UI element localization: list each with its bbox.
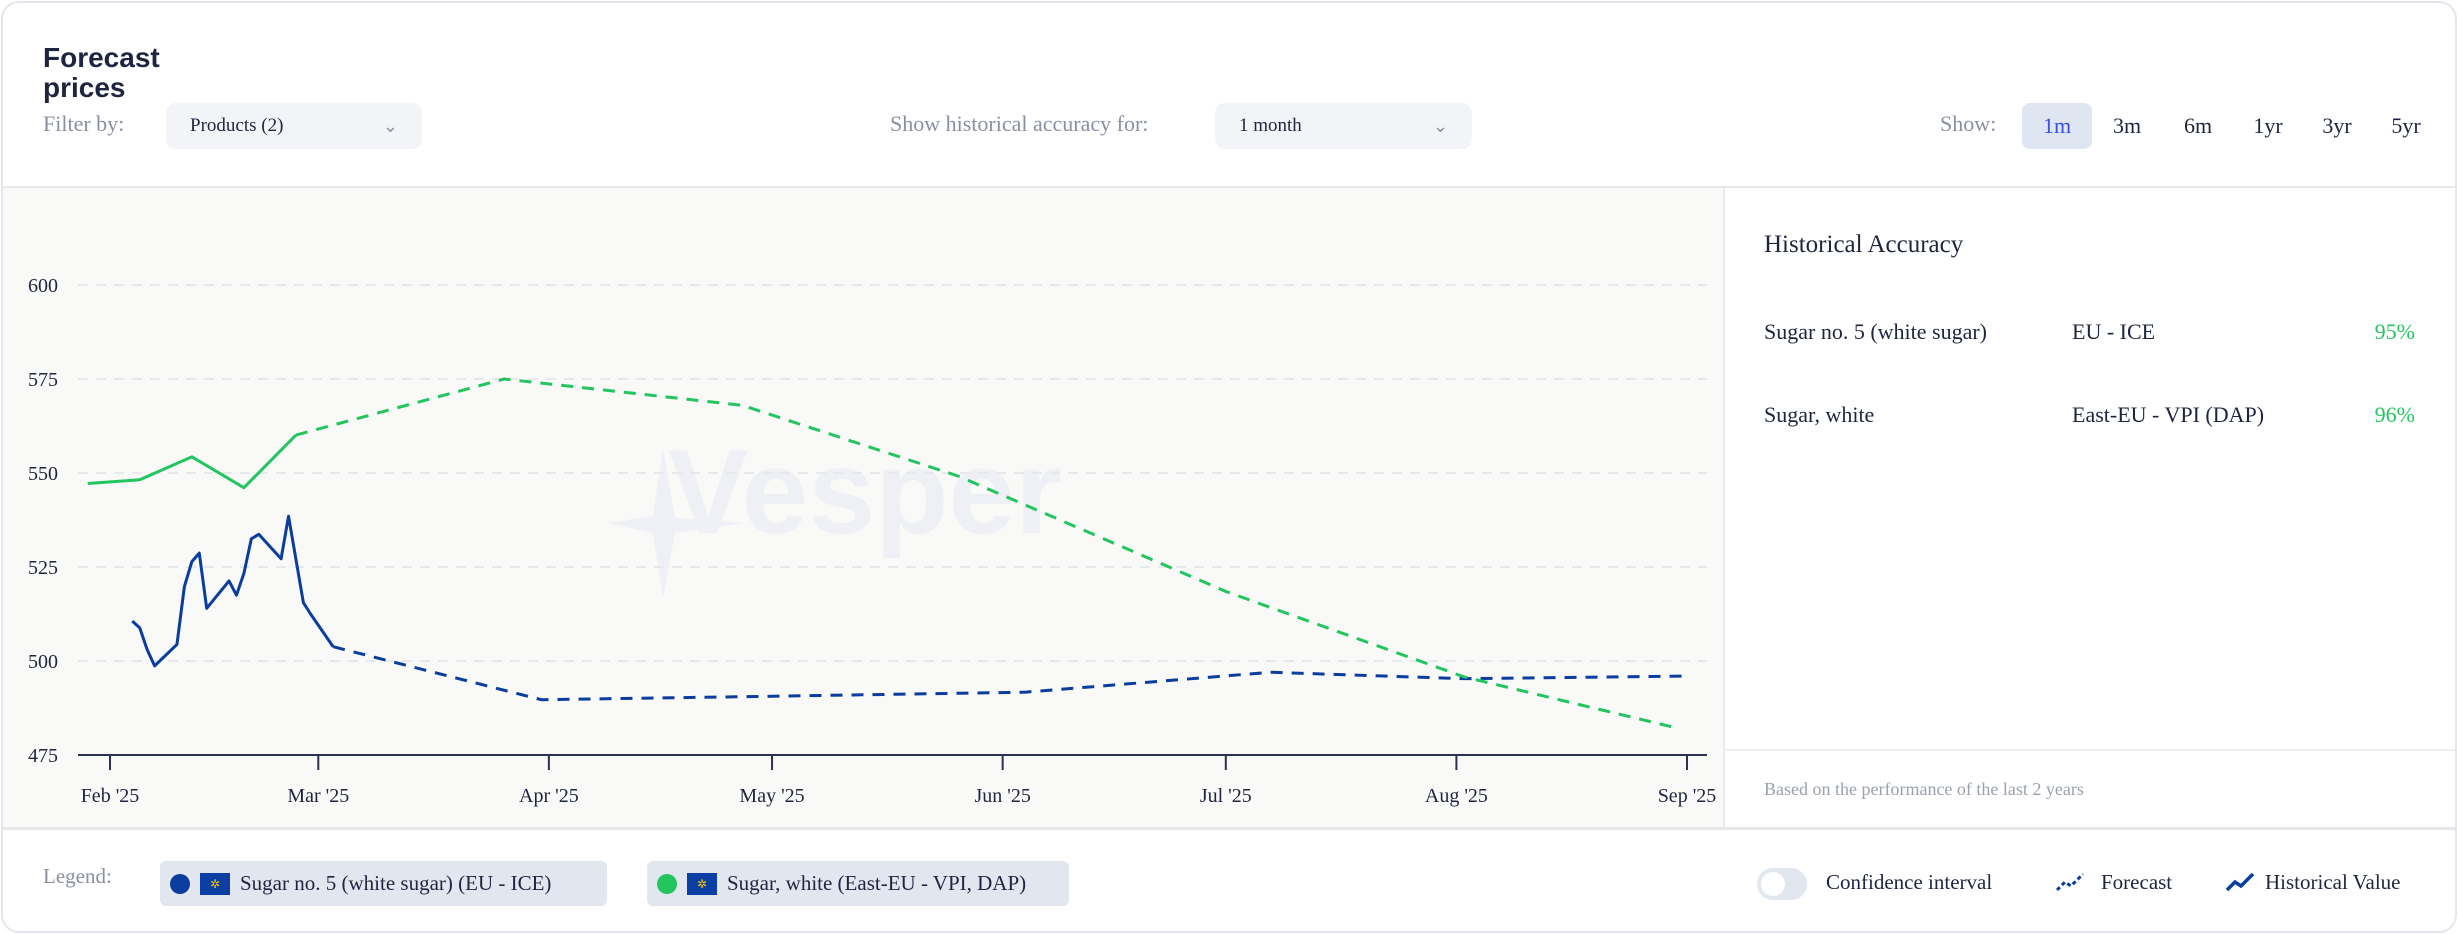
legend-label: Legend:: [43, 864, 112, 888]
chart-area: Vesper 600 575 550 525 500 475 Feb '25 Mar '25 A…: [3, 188, 1723, 829]
accuracy-product: Sugar no. 5 (white sugar): [1764, 319, 1988, 344]
products-dropdown-value: Products (2): [190, 115, 284, 136]
range-5yr[interactable]: 5yr: [2391, 113, 2421, 138]
eu-flag-icon: ✲: [687, 872, 717, 895]
range-3yr[interactable]: 3yr: [2322, 113, 2352, 138]
accuracy-footnote: Based on the performance of the last 2 y…: [1764, 779, 2084, 799]
range-6m[interactable]: 6m: [2183, 113, 2213, 138]
forecast-line: [295, 377, 1680, 731]
show-label: Show:: [1940, 111, 1997, 136]
historical-line: [87, 433, 298, 490]
confidence-interval-label: Confidence interval: [1826, 870, 1993, 894]
accuracy-label: Show historical accuracy for:: [890, 111, 1149, 136]
accuracy-period-value: 1 month: [1239, 115, 1302, 136]
x-tick-label: Apr '25: [519, 785, 579, 807]
y-tick-label: 525: [28, 557, 58, 579]
x-tick-label: May '25: [739, 785, 804, 807]
confidence-interval-toggle[interactable]: [1757, 868, 1807, 900]
x-tick-label: Mar '25: [287, 785, 349, 807]
filter-label: Filter by:: [43, 111, 125, 136]
legend-item-sugar-white[interactable]: ✲ Sugar, white (East-EU - VPI, DAP): [647, 861, 1069, 906]
forecast-line-icon: [2055, 872, 2085, 892]
y-tick-label: 550: [28, 463, 58, 485]
accuracy-value: 95%: [2374, 319, 2415, 344]
forecast-line: [332, 645, 1688, 702]
legend-item-sugar-no5[interactable]: ✲ Sugar no. 5 (white sugar) (EU - ICE): [160, 861, 607, 906]
products-dropdown[interactable]: Products (2) ⌄: [166, 103, 422, 149]
x-tick-label: Jul '25: [1200, 785, 1252, 807]
x-tick-label: Sep '25: [1658, 785, 1717, 807]
y-tick-label: 500: [28, 651, 58, 673]
chevron-down-icon: ⌄: [1432, 115, 1448, 137]
accuracy-market: East-EU - VPI (DAP): [2072, 402, 2265, 427]
historical-line-icon: [2225, 872, 2255, 892]
accuracy-market: EU - ICE: [2072, 319, 2156, 344]
accuracy-period-dropdown[interactable]: 1 month ⌄: [1215, 103, 1472, 149]
legend-item-label: Sugar no. 5 (white sugar) (EU - ICE): [240, 871, 552, 895]
forecast-legend-label: Forecast: [2101, 870, 2173, 894]
vesper-logo-icon: [608, 448, 743, 598]
range-1m[interactable]: 1m: [2022, 103, 2092, 149]
historical-legend-label: Historical Value: [2265, 870, 2401, 894]
chevron-down-icon: ⌄: [382, 115, 398, 137]
accuracy-title: Historical Accuracy: [1764, 231, 1964, 258]
accuracy-divider: [1725, 749, 2455, 751]
footer-divider: [3, 827, 2455, 830]
page-title: Forecast prices: [43, 42, 160, 103]
series-color-dot: [170, 873, 190, 894]
x-tick-label: Feb '25: [81, 785, 140, 807]
range-1yr[interactable]: 1yr: [2253, 113, 2283, 138]
panel-divider: [1723, 188, 1725, 829]
eu-flag-icon: ✲: [200, 872, 230, 895]
header-divider: [3, 186, 2455, 188]
accuracy-value: 96%: [2374, 402, 2415, 427]
range-3m[interactable]: 3m: [2112, 113, 2142, 138]
historical-line: [131, 514, 335, 668]
y-tick-label: 475: [28, 745, 58, 767]
y-tick-label: 575: [28, 369, 58, 391]
x-tick-label: Aug '25: [1425, 785, 1488, 807]
legend-item-label: Sugar, white (East-EU - VPI, DAP): [727, 871, 1027, 895]
watermark-logo: Vesper: [668, 425, 1062, 559]
series-color-dot: [657, 873, 677, 894]
x-tick-label: Jun '25: [974, 785, 1030, 807]
price-chart: Vesper 600 575 550 525 500 475 Feb '25 Mar '25 A…: [28, 275, 1717, 807]
y-tick-label: 600: [28, 275, 58, 297]
accuracy-product: Sugar, white: [1764, 402, 1875, 427]
